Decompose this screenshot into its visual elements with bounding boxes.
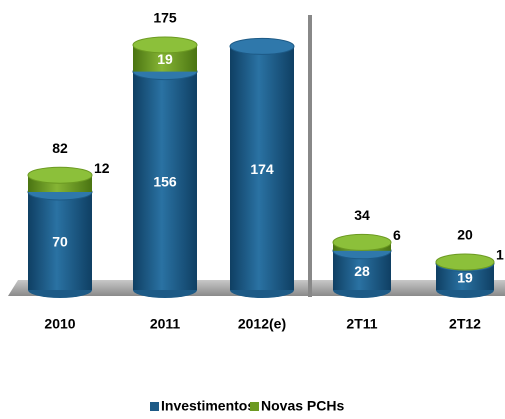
cylinder-top: [27, 166, 93, 184]
cylinder-top: [229, 37, 295, 55]
x-tick-label: 2T11: [346, 316, 377, 332]
x-tick-label: 2T12: [449, 316, 481, 332]
x-tick-label: 2010: [44, 316, 75, 332]
value-label: 12: [94, 160, 110, 176]
bar-segment: [28, 192, 92, 290]
bar-segment: [230, 46, 294, 291]
value-label: 70: [52, 234, 68, 250]
value-label: 1: [496, 247, 504, 263]
legend-swatch: [250, 402, 259, 411]
total-label: 82: [52, 140, 68, 156]
total-label: 175: [153, 10, 177, 26]
value-label: 6: [393, 227, 401, 243]
cylinder-top: [332, 233, 392, 251]
legend-label: Investimentos: [161, 398, 255, 414]
value-label: 19: [457, 269, 473, 285]
total-label: 34: [354, 207, 370, 223]
total-label: 20: [457, 227, 473, 243]
value-label: 156: [153, 174, 177, 190]
value-label: 28: [354, 263, 370, 279]
separator: [308, 15, 312, 297]
x-tick-label: 2012(e): [238, 316, 286, 332]
cylinder-top: [435, 253, 495, 271]
value-label: 19: [157, 51, 173, 67]
value-label: 174: [250, 161, 274, 177]
x-tick-label: 2011: [150, 316, 181, 332]
legend-label: Novas PCHs: [261, 398, 344, 414]
legend-swatch: [150, 402, 159, 411]
cylinder-top: [132, 36, 198, 54]
bar-segment: [133, 71, 197, 290]
